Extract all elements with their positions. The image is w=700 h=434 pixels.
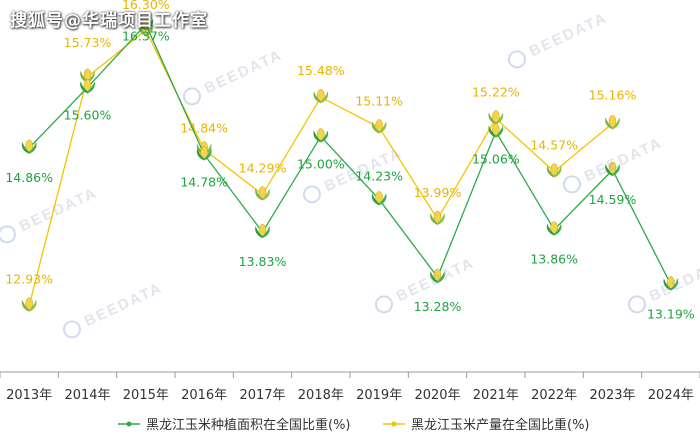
area-marker-corn-icon: [430, 268, 445, 284]
area-marker-corn-icon: [546, 221, 562, 236]
area-marker-corn-icon: [255, 223, 270, 239]
area-marker-corn-icon: [21, 139, 37, 154]
area-data-label: 15.60%: [64, 107, 112, 122]
x-tick-label: 2016年: [181, 388, 227, 403]
production-marker-corn-icon: [430, 210, 445, 226]
area-data-label: 13.86%: [530, 252, 578, 267]
area-data-label: 13.28%: [414, 299, 462, 314]
area-line: [28, 23, 672, 285]
legend-item-production: 黑龙江玉米产量在全国比重(%): [383, 414, 590, 433]
x-tick-label: 2019年: [356, 388, 402, 403]
production-data-label: 12.93%: [5, 272, 53, 287]
area-marker-corn-icon: [313, 128, 329, 143]
x-tick-label: 2015年: [123, 388, 169, 403]
area-data-label: 14.59%: [589, 192, 637, 207]
area-marker-corn-icon: [488, 123, 504, 138]
x-tick-label: 2014年: [64, 388, 110, 403]
production-data-label: 16.30%: [122, 0, 170, 12]
area-data-label: 14.23%: [355, 168, 403, 183]
area-data-label: 13.19%: [647, 306, 695, 321]
area-marker-corn-icon: [196, 146, 212, 161]
area-marker-corn-icon: [371, 191, 387, 206]
area-marker-corn-icon: [138, 16, 154, 31]
area-data-label: 16.37%: [122, 28, 170, 43]
area-marker-corn-icon: [663, 276, 679, 291]
legend-line-production-icon: [383, 421, 405, 426]
production-data-label: 15.48%: [297, 63, 345, 78]
area-data-label: 13.83%: [239, 254, 287, 269]
production-marker-corn-icon: [546, 163, 562, 178]
chart-legend: 黑龙江玉米种植面积在全国比重(%) 黑龙江玉米产量在全国比重(%): [0, 414, 700, 434]
x-tick-label: 2022年: [531, 388, 577, 403]
x-tick-label: 2023年: [589, 388, 635, 403]
production-marker-corn-icon: [21, 297, 37, 312]
production-data-label: 14.57%: [530, 138, 578, 153]
area-marker-corn-icon: [605, 161, 620, 176]
area-data-label: 15.06%: [472, 152, 520, 167]
production-data-label: 15.22%: [472, 84, 520, 99]
source-watermark: 搜狐号@华瑞项目工作室: [10, 11, 208, 31]
x-tick-label: 2013年: [6, 388, 52, 403]
legend-label-area: 黑龙江玉米种植面积在全国比重(%): [146, 418, 351, 433]
production-marker-corn-icon: [313, 88, 329, 104]
production-data-label: 14.29%: [239, 161, 287, 176]
x-tick-label: 2024年: [648, 388, 694, 403]
production-marker-corn-icon: [255, 186, 270, 201]
area-data-label: 15.00%: [297, 156, 345, 171]
x-tick-label: 2018年: [298, 388, 344, 403]
production-data-label: 15.16%: [589, 87, 637, 102]
production-data-label: 15.11%: [355, 93, 403, 108]
x-tick-label: 2021年: [473, 388, 519, 403]
production-marker-corn-icon: [488, 110, 504, 125]
legend-item-area: 黑龙江玉米种植面积在全国比重(%): [118, 414, 351, 433]
production-data-label: 13.99%: [414, 185, 462, 200]
production-marker-corn-icon: [371, 119, 387, 134]
production-marker-corn-icon: [605, 115, 620, 130]
legend-label-production: 黑龙江玉米产量在全国比重(%): [411, 418, 590, 433]
x-tick-label: 2017年: [239, 388, 285, 403]
area-data-label: 14.86%: [5, 170, 53, 185]
area-data-label: 14.78%: [180, 174, 228, 189]
legend-line-area-icon: [118, 421, 140, 426]
production-data-label: 15.73%: [64, 35, 112, 50]
x-tick-label: 2020年: [414, 388, 460, 403]
production-data-label: 14.84%: [180, 121, 228, 136]
area-marker-corn-icon: [80, 79, 95, 94]
